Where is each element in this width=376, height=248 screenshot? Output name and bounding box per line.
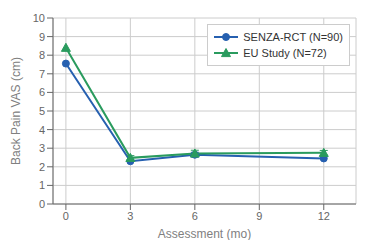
svg-text:8: 8 [39,49,45,61]
svg-text:5: 5 [39,105,45,117]
svg-text:7: 7 [39,68,45,80]
svg-text:0: 0 [63,210,69,222]
svg-text:Assessment (mo): Assessment (mo) [158,227,251,240]
svg-text:2: 2 [39,161,45,173]
html-text:SENZA-RCT (N=90): SENZA-RCT (N=90) [243,31,343,43]
svg-text:3: 3 [39,142,45,154]
svg-text:4: 4 [39,124,45,136]
svg-text:Back Pain VAS (cm): Back Pain VAS (cm) [9,57,23,165]
svg-text:9: 9 [256,210,262,222]
svg-text:6: 6 [39,86,45,98]
svg-text:0: 0 [39,198,45,210]
svg-text:10: 10 [33,12,45,24]
html-text:EU Study (N=72): EU Study (N=72) [243,47,327,59]
svg-text:9: 9 [39,31,45,43]
svg-text:3: 3 [127,210,133,222]
svg-text:1: 1 [39,179,45,191]
svg-text:12: 12 [318,210,330,222]
svg-text:6: 6 [192,210,198,222]
